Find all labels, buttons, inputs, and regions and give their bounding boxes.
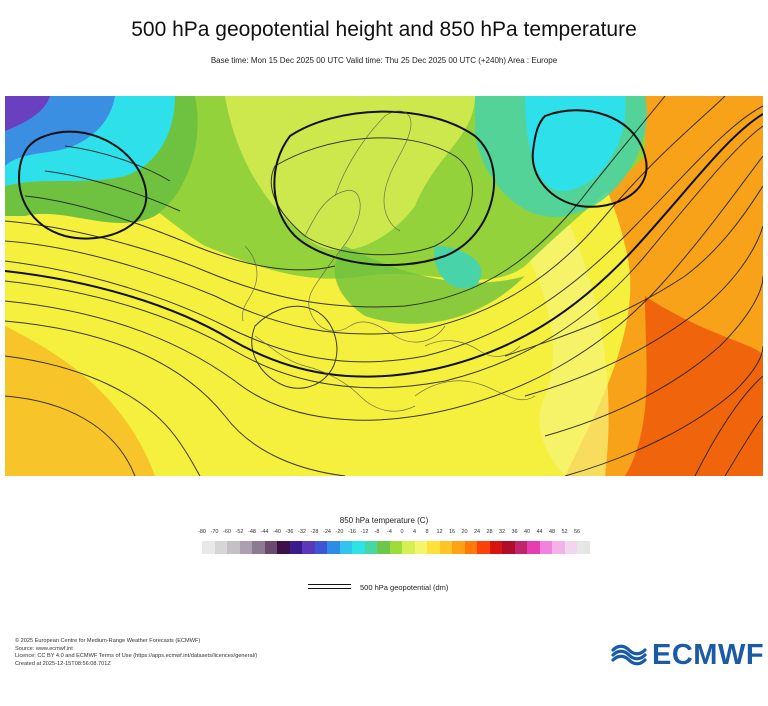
map-field-purple: [5, 96, 50, 131]
map-field-teal-blob: [434, 246, 482, 289]
legend-tick-label: 40: [523, 529, 531, 535]
legend-color-swatch: [502, 541, 515, 554]
legend-tick-label: 4: [412, 529, 417, 535]
legend-tick-label: 12: [436, 529, 443, 535]
legend-title: 850 hPa temperature (C): [339, 516, 429, 525]
legend-color-swatch: [252, 541, 265, 554]
footer-line: Created at 2025-12-15T08:56:08.701Z: [15, 660, 111, 667]
legend-color-swatch: [577, 541, 590, 554]
legend-color-swatch: [489, 541, 502, 554]
legend-tick-label: 32: [498, 529, 506, 535]
legend-tick-label: -48: [248, 529, 256, 535]
legend-tick-label: 48: [548, 529, 556, 535]
legend-tick-label: 0: [400, 529, 404, 535]
legend-color-swatch: [552, 541, 565, 554]
ecmwf-logo: ECMWF: [610, 638, 765, 671]
legend-tick-label: -12: [360, 529, 369, 535]
legend-tick-label: -60: [223, 529, 231, 535]
legend-tick-label: -36: [285, 529, 294, 535]
map-field-sw: [5, 326, 155, 476]
geopotential-contours: [5, 96, 763, 476]
geopotential-line-key: [308, 580, 358, 592]
legend-tick-label: -40: [273, 529, 281, 535]
map-field-east-yellow: [505, 216, 609, 476]
legend-color-swatch: [427, 541, 440, 554]
legend-color-swatch: [264, 541, 277, 554]
legend-tick-label: 8: [425, 529, 429, 535]
legend-color-swatch: [202, 541, 215, 554]
legend-tick-label: -70: [210, 529, 219, 535]
legend-tick-label: 52: [561, 529, 568, 535]
geopotential-thick-contours: [5, 109, 763, 378]
ecmwf-logo-icon: [611, 644, 647, 666]
legend-color-swatch: [227, 541, 240, 554]
legend-color-swatch: [414, 541, 427, 554]
legend-tick-label: 44: [536, 529, 543, 535]
legend-tick-label: 36: [511, 529, 518, 535]
legend-color-swatch: [277, 541, 290, 554]
map-field-scandinavia: [225, 96, 475, 251]
map-canvas: [5, 96, 763, 476]
legend-tick-label: 24: [473, 529, 481, 535]
ecmwf-logo-text: ECMWF: [652, 638, 765, 671]
legend-color-swatch: [214, 541, 227, 554]
legend-color-swatch: [527, 541, 540, 554]
legend-tick-label: 28: [486, 529, 493, 535]
legend-tick-label: 16: [448, 529, 456, 535]
legend-color-swatch: [364, 541, 377, 554]
legend-color-bar: [202, 541, 590, 554]
legend-color-swatch: [302, 541, 315, 554]
legend-color-swatch: [352, 541, 365, 554]
footer-line: © 2025 European Centre for Medium-Range …: [15, 638, 201, 644]
chart-title: 500 hPa geopotential height and 850 hPa …: [131, 18, 637, 41]
legend-tick-label: -24: [323, 529, 331, 535]
legend-tick-label: -28: [310, 529, 319, 535]
footer-line: Licence: CC BY 4.0 and ECMWF Terms of Us…: [15, 653, 258, 660]
forecast-map: [5, 96, 763, 476]
legend-color-swatch: [389, 541, 402, 554]
legend-color-swatch: [452, 541, 465, 554]
legend-tick-label: -4: [387, 529, 392, 535]
legend-color-swatch: [477, 541, 490, 554]
legend-color-swatch: [289, 541, 302, 554]
coastlines: [242, 110, 536, 412]
legend-color-swatch: [339, 541, 352, 554]
legend-color-swatch: [514, 541, 527, 554]
legend-tick-label: -80: [198, 529, 206, 535]
geopotential-legend-label: 500 hPa geopotential (dm): [360, 583, 449, 592]
legend-tick-label: -32: [298, 529, 306, 535]
legend-color-swatch: [539, 541, 552, 554]
map-field-se-red: [625, 296, 763, 476]
legend-tick-label: -20: [335, 529, 344, 535]
legend-color-swatch: [314, 541, 327, 554]
legend-tick-label: -16: [348, 529, 356, 535]
legend-color-swatch: [464, 541, 477, 554]
legend-tick-label: -44: [260, 529, 269, 535]
legend-tick-label: 56: [573, 529, 581, 535]
chart-subtitle: Base time: Mon 15 Dec 2025 00 UTC Valid …: [210, 56, 558, 65]
footer-line: Source: www.ecmwf.int: [15, 645, 73, 652]
footer-credits: © 2025 European Centre for Medium-Range …: [15, 638, 257, 668]
legend-tick-label: -8: [374, 529, 380, 535]
legend-color-swatch: [327, 541, 340, 554]
map-field-ne-cyan: [525, 96, 626, 192]
legend-color-swatch: [564, 541, 577, 554]
legend-color-swatch: [402, 541, 415, 554]
legend-tick-label: 20: [461, 529, 468, 535]
legend-color-swatch: [377, 541, 390, 554]
legend-color-swatch: [239, 541, 252, 554]
legend-color-swatch: [439, 541, 452, 554]
legend-tick-labels: -80 -70 -60 -52 -48 -44 -40 -36 -32 -28 -24 -20 -16-…: [186, 529, 582, 539]
legend-tick-label: -52: [235, 529, 244, 535]
